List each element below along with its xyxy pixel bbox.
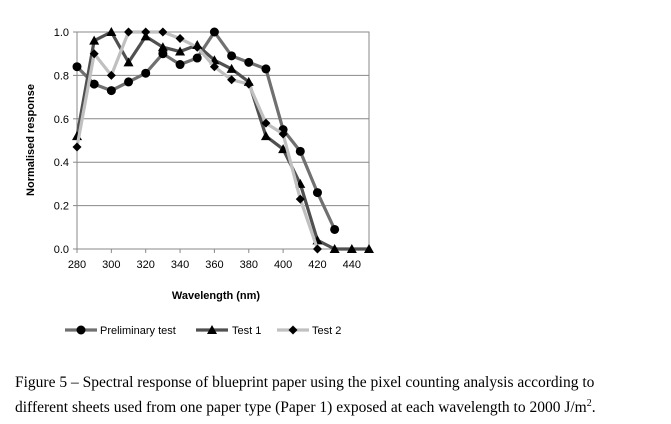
x-tick-label-7: 420	[308, 259, 326, 271]
series-0-point-7	[192, 53, 202, 63]
y-tick-label-0: 0.0	[54, 244, 69, 256]
legend-item-1: Test 1	[196, 325, 261, 337]
series-line-2	[75, 30, 319, 250]
chart: 0.0 0.2 0.4 0.6 0.8 1.0 280 300 320 340 360 380 400…	[25, 27, 374, 337]
x-tick-label-1: 300	[102, 259, 120, 271]
series-2-point-1	[89, 49, 99, 59]
y-tick-label-2: 0.4	[54, 157, 69, 169]
x-tick-label-5: 380	[240, 259, 258, 271]
series-2-point-12	[278, 129, 288, 139]
series-group	[72, 27, 374, 254]
caption-line-2-text: different sheets used from one paper typ…	[15, 399, 587, 417]
series-0-point-8	[209, 27, 219, 37]
y-tick-label-4: 0.8	[54, 70, 69, 82]
y-tick-label-5: 1.0	[54, 27, 69, 39]
series-2-point-14	[312, 244, 322, 254]
series-2-point-6	[175, 34, 185, 44]
legend-marker-1	[207, 325, 217, 334]
caption-line-2-end: .	[591, 399, 596, 417]
series-1-point-17	[364, 244, 374, 253]
x-axis-ticks: 280 300 320 340 360 380 400 420 440	[68, 249, 361, 271]
series-2-point-9	[227, 75, 237, 85]
series-2-point-4	[141, 27, 151, 37]
series-1-point-1	[89, 35, 100, 45]
x-tick-label-6: 400	[274, 259, 292, 271]
series-1-point-2	[106, 27, 117, 36]
x-tick-label-0: 280	[68, 259, 86, 271]
series-2-point-3	[124, 27, 134, 37]
legend-label-1: Test 1	[232, 325, 261, 337]
series-2-point-2	[106, 70, 116, 80]
series-0-point-5	[158, 49, 168, 59]
series-0-point-10	[244, 57, 254, 67]
series-2-point-5	[158, 27, 168, 37]
figure-caption: Figure 5 – Spectral response of blueprin…	[15, 372, 665, 418]
x-tick-label-8: 440	[343, 259, 361, 271]
legend-marker-0	[76, 325, 86, 335]
series-2-point-0	[72, 142, 82, 152]
x-tick-label-4: 360	[205, 259, 223, 271]
series-0-point-0	[72, 62, 82, 72]
series-1-point-12	[278, 144, 289, 154]
series-1-point-11	[260, 131, 271, 141]
series-2-point-8	[209, 62, 219, 72]
x-tick-label-3: 340	[171, 259, 189, 271]
series-0-point-9	[227, 51, 237, 61]
legend-label-2: Test 2	[312, 325, 341, 337]
caption-line-2: different sheets used from one paper typ…	[15, 393, 665, 418]
y-axis-title: Normalised response	[25, 84, 37, 196]
caption-line-1: Figure 5 – Spectral response of blueprin…	[15, 374, 595, 391]
series-2-point-13	[295, 194, 305, 204]
series-2-point-7	[192, 42, 202, 52]
series-2-point-10	[244, 79, 254, 89]
series-2-point-11	[261, 118, 271, 128]
series-0-point-2	[106, 86, 116, 96]
series-0-point-13	[295, 146, 305, 156]
series-0-point-1	[89, 79, 99, 89]
series-0-point-6	[175, 60, 185, 70]
series-0-point-11	[261, 64, 271, 74]
caption-superscript: 2	[586, 398, 592, 409]
y-tick-label-1: 0.2	[54, 201, 69, 213]
series-0	[72, 27, 340, 234]
series-0-point-4	[141, 68, 151, 78]
series-line-1	[75, 30, 369, 251]
y-axis-ticks: 0.0 0.2 0.4 0.6 0.8 1.0	[54, 27, 77, 256]
legend-item-0: Preliminary test	[65, 325, 176, 337]
series-0-point-15	[330, 224, 340, 234]
series-0-point-3	[124, 77, 134, 87]
series-1-point-6	[175, 46, 186, 56]
series-2	[72, 27, 322, 254]
legend-label-0: Preliminary test	[100, 325, 176, 337]
series-1-point-5	[157, 42, 168, 52]
x-tick-label-2: 320	[137, 259, 155, 271]
series-1-point-15	[329, 244, 340, 253]
legend-item-2: Test 2	[277, 325, 341, 337]
series-1-point-16	[346, 244, 357, 253]
x-axis-title: Wavelength (nm)	[172, 290, 261, 302]
legend-marker-2	[288, 325, 298, 335]
series-1-point-3	[123, 57, 134, 67]
series-0-point-14	[312, 188, 322, 198]
y-tick-label-3: 0.6	[54, 114, 69, 126]
legend: Preliminary test Test 1 Test 2	[65, 325, 341, 337]
series-line-0	[75, 30, 337, 231]
series-1-point-9	[226, 63, 237, 73]
